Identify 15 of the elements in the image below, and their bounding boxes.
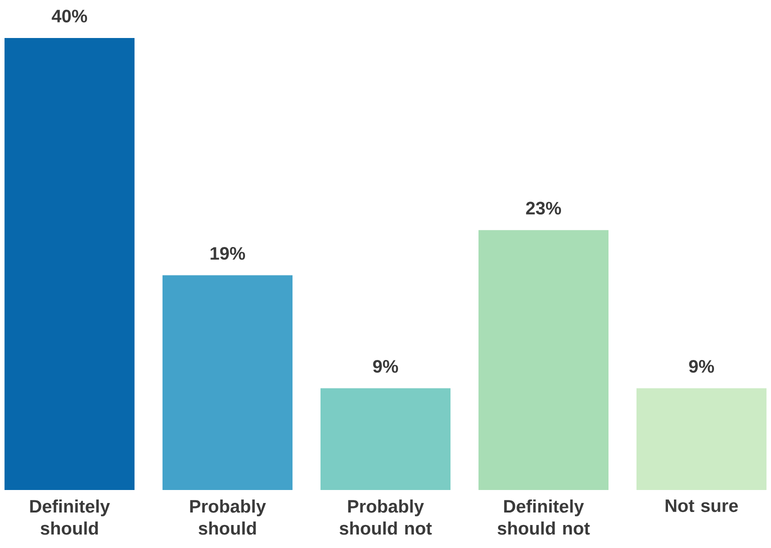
bar: [636, 388, 766, 490]
data-label: 9%: [373, 360, 398, 373]
data-label: 40%: [52, 10, 88, 22]
x-tick-label: Definitely should: [30, 500, 110, 535]
bar: [162, 275, 293, 490]
x-tick-label: Probably should: [190, 500, 266, 535]
data-label: 9%: [689, 360, 714, 373]
data-label: 23%: [526, 202, 562, 215]
x-tick-label: Not sure: [666, 500, 738, 512]
data-label: 19%: [210, 247, 246, 260]
bar: [4, 38, 135, 490]
x-tick-label: Probably should not: [340, 500, 432, 535]
bar: [320, 388, 450, 490]
x-tick-label: Definitely should not: [498, 500, 590, 535]
bar: [478, 230, 608, 490]
